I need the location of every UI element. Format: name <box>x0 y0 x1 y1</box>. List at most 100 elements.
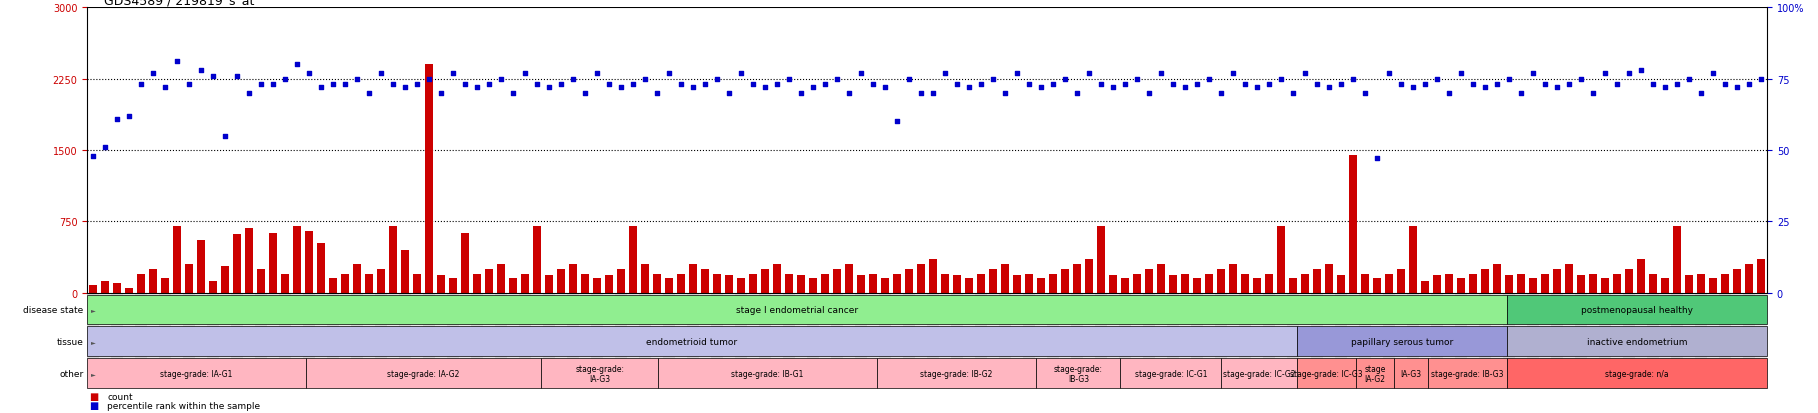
Point <box>1398 85 1427 91</box>
Bar <box>1373 279 1382 293</box>
Bar <box>1636 260 1645 293</box>
Bar <box>1731 293 1743 373</box>
Point <box>644 90 673 97</box>
Bar <box>1362 274 1369 293</box>
Bar <box>329 279 338 293</box>
Bar <box>1325 264 1333 293</box>
Bar <box>1205 274 1213 293</box>
Bar <box>494 293 507 373</box>
Bar <box>207 293 220 373</box>
Bar <box>674 293 687 373</box>
Bar <box>927 293 940 373</box>
Bar <box>244 293 255 373</box>
Text: stage-grade: IB-G2: stage-grade: IB-G2 <box>920 369 993 378</box>
Bar <box>402 250 409 293</box>
Bar <box>460 293 471 373</box>
Bar <box>184 293 195 373</box>
Bar <box>1469 274 1478 293</box>
Bar <box>593 279 602 293</box>
Text: IA-G3: IA-G3 <box>1400 369 1422 378</box>
Bar <box>1242 274 1249 293</box>
Bar <box>255 293 267 373</box>
Bar <box>1409 226 1418 293</box>
Bar <box>749 274 758 293</box>
Bar <box>365 274 373 293</box>
Bar <box>689 264 698 293</box>
Bar <box>1467 293 1480 373</box>
Point <box>164 59 191 66</box>
Point <box>558 76 587 83</box>
Bar <box>1240 293 1251 373</box>
Bar <box>713 274 722 293</box>
Bar <box>1431 293 1443 373</box>
Bar <box>569 264 578 293</box>
Bar <box>1025 274 1033 293</box>
Bar <box>1542 274 1549 293</box>
Bar <box>111 293 124 373</box>
Bar <box>507 293 520 373</box>
Bar <box>1334 293 1347 373</box>
Point <box>1387 82 1416 88</box>
Point <box>524 82 553 88</box>
Point <box>151 85 180 91</box>
Bar <box>869 274 878 293</box>
Point <box>1027 85 1056 91</box>
Bar <box>1625 269 1633 293</box>
Text: count: count <box>107 392 133 401</box>
Point <box>1434 90 1463 97</box>
Bar <box>1613 274 1622 293</box>
Point <box>1134 90 1164 97</box>
Bar <box>1193 279 1202 293</box>
Point <box>247 82 276 88</box>
Bar <box>1551 293 1563 373</box>
Point <box>787 90 816 97</box>
Bar <box>1024 293 1034 373</box>
Point <box>1471 85 1500 91</box>
Bar <box>1109 276 1118 293</box>
Bar <box>1756 260 1765 293</box>
Bar <box>171 293 184 373</box>
Point <box>1423 76 1453 83</box>
Point <box>751 85 780 91</box>
Point <box>258 82 287 88</box>
Bar <box>1514 293 1527 373</box>
Point <box>1351 90 1380 97</box>
Text: stage-grade: IC-G2: stage-grade: IC-G2 <box>1224 369 1294 378</box>
Point <box>355 90 384 97</box>
Bar <box>87 293 100 373</box>
Point <box>691 82 720 88</box>
Point <box>498 90 527 97</box>
Point <box>1674 76 1703 83</box>
Text: stage-grade: IA-G1: stage-grade: IA-G1 <box>160 369 233 378</box>
Bar <box>1191 293 1204 373</box>
Point <box>415 76 444 83</box>
Point <box>198 73 227 80</box>
Bar <box>520 293 531 373</box>
Point <box>1663 82 1693 88</box>
Bar <box>760 293 771 373</box>
Point <box>631 76 660 83</box>
Point <box>1087 82 1116 88</box>
Bar <box>773 264 782 293</box>
Bar <box>160 293 171 373</box>
Bar <box>856 276 865 293</box>
Bar <box>135 293 147 373</box>
Bar <box>389 226 398 293</box>
Bar <box>711 293 724 373</box>
Bar <box>1722 274 1729 293</box>
Bar <box>1456 279 1465 293</box>
Point <box>1614 70 1643 77</box>
Bar <box>1563 293 1574 373</box>
Bar <box>904 293 914 373</box>
Bar <box>1685 276 1693 293</box>
Bar <box>1169 276 1178 293</box>
Point <box>1591 70 1620 77</box>
Bar <box>425 65 433 293</box>
Point <box>1711 82 1740 88</box>
Point <box>342 76 373 83</box>
Point <box>1543 85 1573 91</box>
Bar <box>1634 293 1647 373</box>
Bar <box>102 281 109 293</box>
Bar <box>436 276 445 293</box>
Bar <box>1611 293 1623 373</box>
